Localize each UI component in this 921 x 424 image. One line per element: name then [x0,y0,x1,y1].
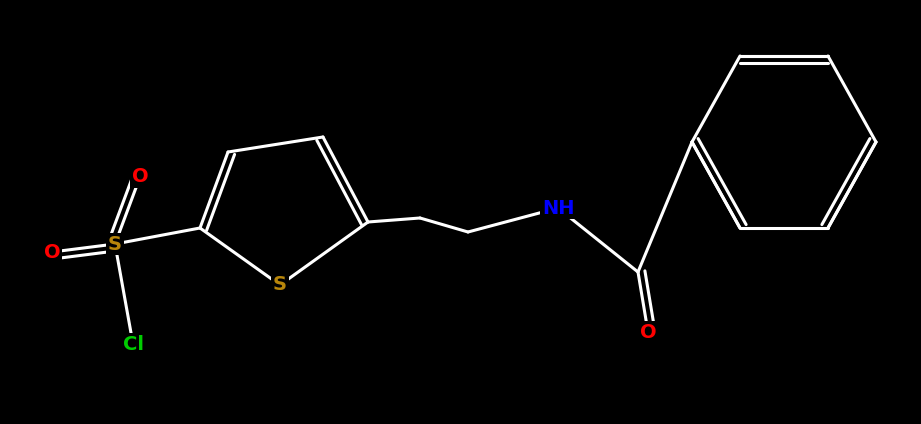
Text: Cl: Cl [122,335,144,354]
Text: NH: NH [542,198,575,218]
Text: O: O [132,167,148,187]
Text: S: S [108,234,122,254]
Text: O: O [43,243,60,262]
Text: S: S [273,276,287,295]
Text: O: O [640,323,657,341]
